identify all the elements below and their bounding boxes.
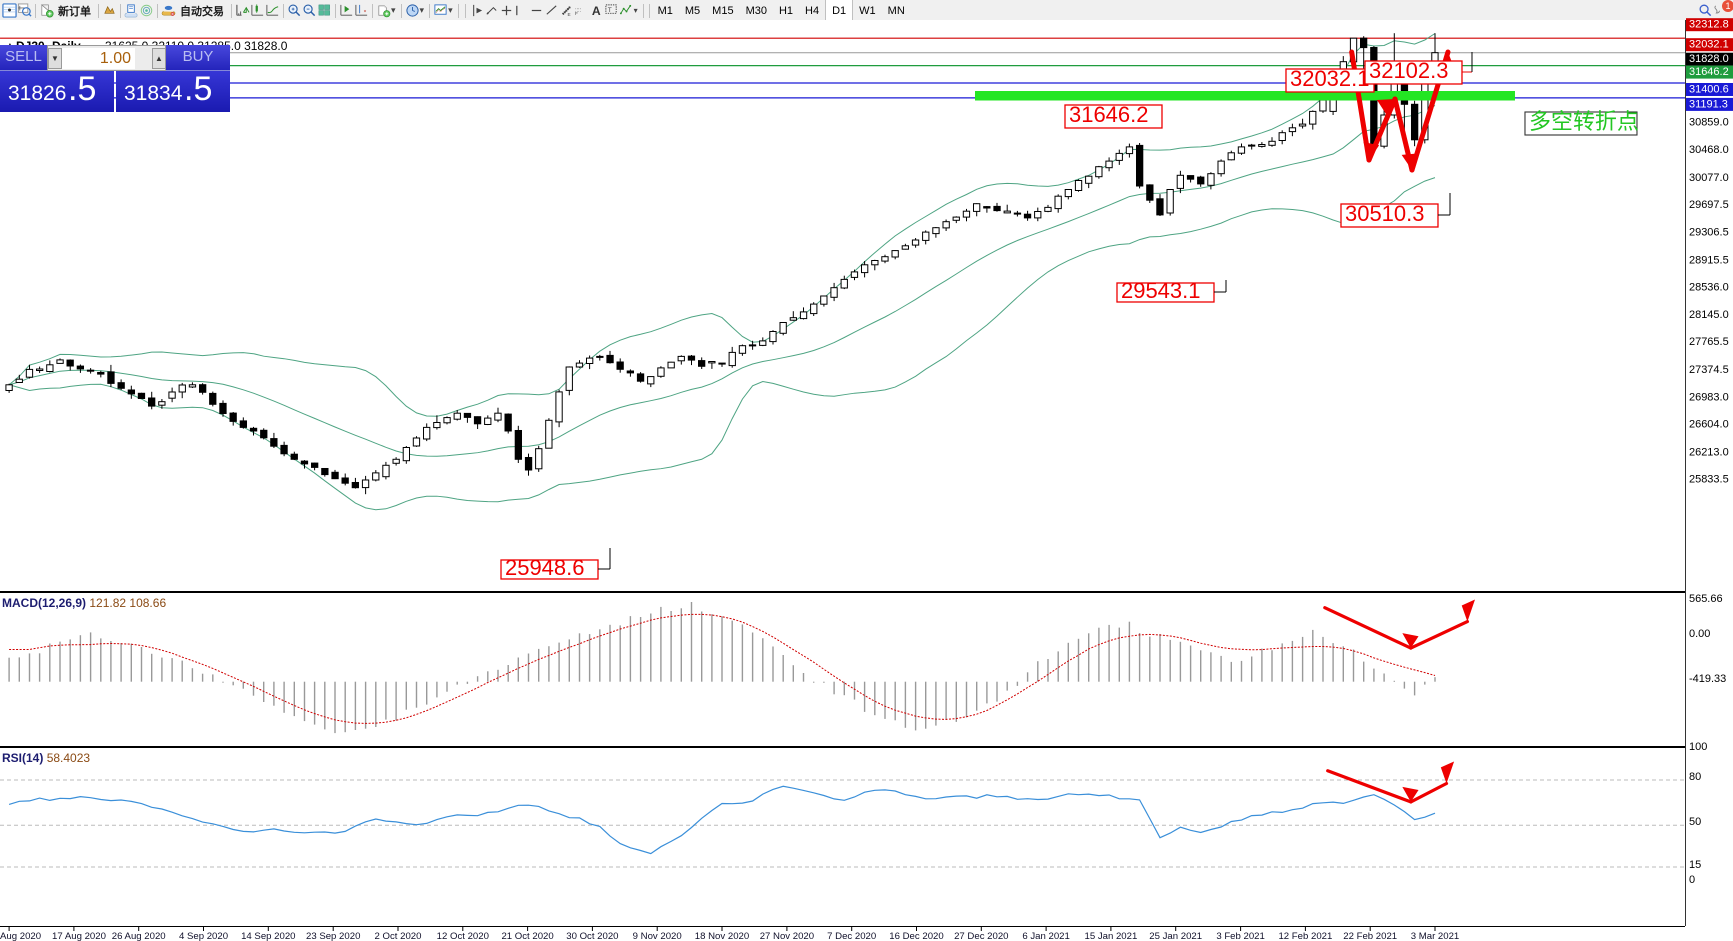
svg-text:28536.0: 28536.0 [1689,282,1729,294]
svg-text:9 Nov 2020: 9 Nov 2020 [633,931,682,941]
svg-text:15 Jan 2021: 15 Jan 2021 [1084,931,1137,941]
svg-text:3 Mar 2021: 3 Mar 2021 [1411,931,1460,941]
svg-text:F: F [575,11,578,16]
svg-text:15: 15 [1689,859,1701,871]
svg-text:50: 50 [1689,816,1701,828]
svg-text:22 Feb 2021: 22 Feb 2021 [1343,931,1397,941]
svg-text:80: 80 [1689,771,1701,783]
svg-text:26983.0: 26983.0 [1689,392,1729,404]
svg-text:27374.5: 27374.5 [1689,364,1729,376]
svg-text:27 Nov 2020: 27 Nov 2020 [760,931,814,941]
svg-text:31646.2: 31646.2 [1689,66,1729,78]
svg-text:27765.5: 27765.5 [1689,336,1729,348]
svg-text:21 Oct 2020: 21 Oct 2020 [501,931,553,941]
svg-text:31828.0: 31828.0 [1689,53,1729,65]
svg-text:3 Feb 2021: 3 Feb 2021 [1216,931,1265,941]
svg-text:Aug 2020: Aug 2020 [0,931,41,941]
svg-text:18 Nov 2020: 18 Nov 2020 [695,931,749,941]
svg-text:E: E [567,12,570,17]
svg-text:26604.0: 26604.0 [1689,419,1729,431]
svg-text:565.66: 565.66 [1689,593,1723,605]
svg-text:28915.5: 28915.5 [1689,255,1729,267]
svg-text:26 Aug 2020: 26 Aug 2020 [112,931,166,941]
svg-text:14 Sep 2020: 14 Sep 2020 [241,931,295,941]
svg-text:0: 0 [1689,874,1695,886]
svg-text:30077.0: 30077.0 [1689,172,1729,184]
svg-text:100: 100 [1689,741,1707,753]
svg-text:-419.33: -419.33 [1689,673,1726,685]
svg-text:23 Sep 2020: 23 Sep 2020 [306,931,360,941]
svg-text:0.00: 0.00 [1689,628,1710,640]
svg-text:31400.6: 31400.6 [1689,84,1729,96]
svg-text:12 Feb 2021: 12 Feb 2021 [1278,931,1332,941]
svg-text:A: A [591,4,600,18]
svg-text:12 Oct 2020: 12 Oct 2020 [437,931,489,941]
svg-text:30 Oct 2020: 30 Oct 2020 [566,931,618,941]
svg-text:25833.5: 25833.5 [1689,474,1729,486]
svg-text:6 Jan 2021: 6 Jan 2021 [1022,931,1069,941]
svg-text:29306.5: 29306.5 [1689,227,1729,239]
svg-text:7 Dec 2020: 7 Dec 2020 [827,931,876,941]
svg-text:25 Jan 2021: 25 Jan 2021 [1149,931,1202,941]
svg-text:31191.3: 31191.3 [1689,99,1728,111]
svg-text:28145.0: 28145.0 [1689,309,1729,321]
svg-text:26213.0: 26213.0 [1689,447,1729,459]
svg-text:16 Dec 2020: 16 Dec 2020 [889,931,943,941]
svg-text:29697.5: 29697.5 [1689,199,1729,211]
svg-text:17 Aug 2020: 17 Aug 2020 [52,931,106,941]
svg-text:4 Sep 2020: 4 Sep 2020 [179,931,228,941]
svg-text:2 Oct 2020: 2 Oct 2020 [375,931,422,941]
svg-text:30468.0: 30468.0 [1689,144,1729,156]
svg-text:T: T [607,7,611,14]
svg-text:30859.0: 30859.0 [1689,117,1729,129]
svg-text:32312.8: 32312.8 [1689,19,1729,31]
svg-text:32032.1: 32032.1 [1689,39,1729,51]
svg-text:27 Dec 2020: 27 Dec 2020 [954,931,1008,941]
